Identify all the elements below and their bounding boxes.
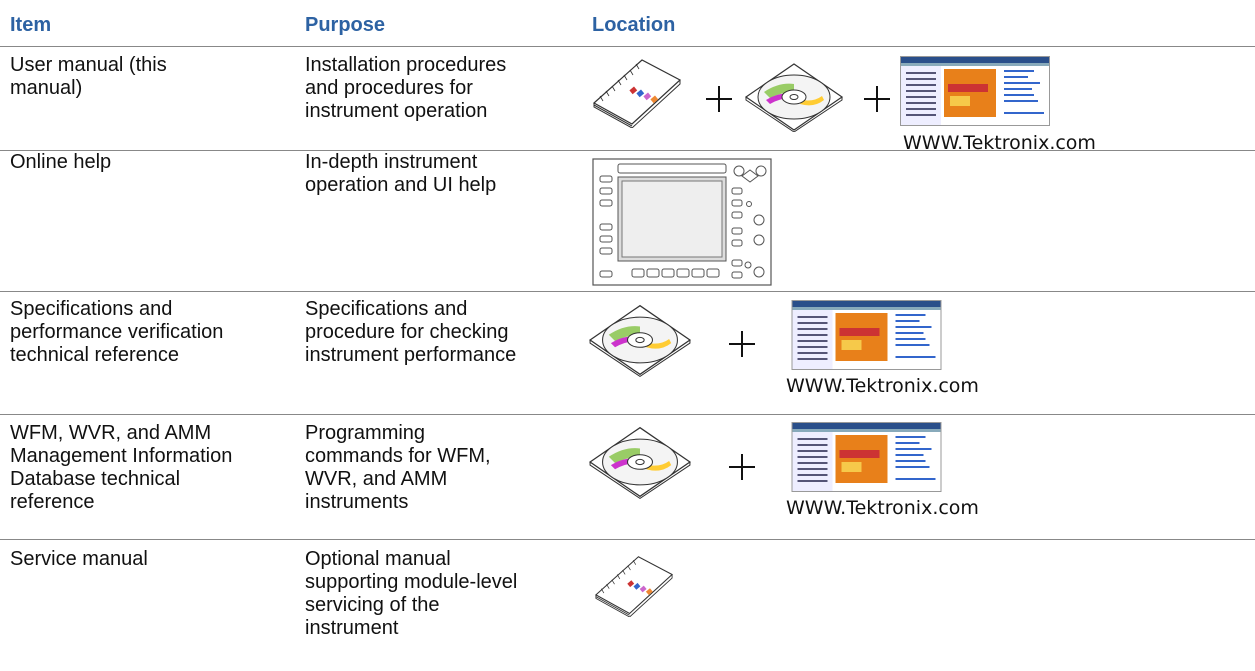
cd-icon [745,63,843,132]
location-caption: WWW.Tektronix.com [786,375,979,397]
header-purpose: Purpose [305,14,386,36]
purpose-line: instrument [305,617,399,639]
website-icon [900,56,1050,126]
item-line: Database technical [10,468,181,490]
plus-icon [705,85,733,113]
book-icon [595,556,673,617]
purpose-cell: Specifications and procedure for checking… [305,298,516,367]
instrument-icon [592,158,772,286]
book-icon [593,59,681,128]
purpose-line: instruments [305,491,409,513]
purpose-cell: Installation procedures and procedures fo… [305,54,506,123]
purpose-line: instrument performance [305,344,517,366]
purpose-line: Programming [305,422,426,444]
item-line: technical reference [10,344,179,366]
header-item: Item [10,14,52,36]
purpose-line: Installation procedures [305,54,507,76]
item-cell: User manual (this manual) [10,54,167,100]
purpose-line: Specifications and [305,298,468,320]
purpose-line: and procedures for [305,77,473,99]
purpose-line: Optional manual [305,548,451,570]
location-caption: WWW.Tektronix.com [903,132,1096,154]
item-cell: WFM, WVR, and AMM Management Information D… [10,422,232,514]
purpose-line: operation and UI help [305,174,497,196]
purpose-line: WVR, and AMM [305,468,448,490]
purpose-line: supporting module-level [305,571,518,593]
purpose-cell: In-depth instrument operation and UI help [305,151,496,197]
purpose-cell: Programming commands for WFM, WVR, and AMM… [305,422,491,514]
item-line: WFM, WVR, and AMM [10,422,212,444]
location-caption: WWW.Tektronix.com [786,497,979,519]
item-line: Specifications and [10,298,173,320]
item-line: manual) [10,77,83,99]
item-line: Service manual [10,548,148,570]
website-icon [791,300,942,370]
purpose-line: servicing of the [305,594,440,616]
website-icon [791,422,942,492]
row-separators [0,46,1255,540]
purpose-line: procedure for checking [305,321,509,343]
item-line: reference [10,491,95,513]
plus-icon [728,453,756,481]
item-line: Management Information [10,445,233,467]
item-cell: Online help [10,151,111,174]
plus-icon [728,330,756,358]
plus-icon [863,85,891,113]
item-line: User manual (this [10,54,167,76]
item-cell: Specifications and performance verificati… [10,298,223,367]
item-cell: Service manual [10,548,148,571]
item-line: Online help [10,151,112,173]
purpose-line: commands for WFM, [305,445,491,467]
cd-icon [589,427,691,500]
purpose-line: In-depth instrument [305,151,478,173]
item-line: performance verification [10,321,224,343]
header-location: Location [592,14,676,36]
purpose-cell: Optional manual supporting module-level se… [305,548,517,640]
cd-icon [589,305,691,378]
purpose-line: instrument operation [305,100,488,122]
